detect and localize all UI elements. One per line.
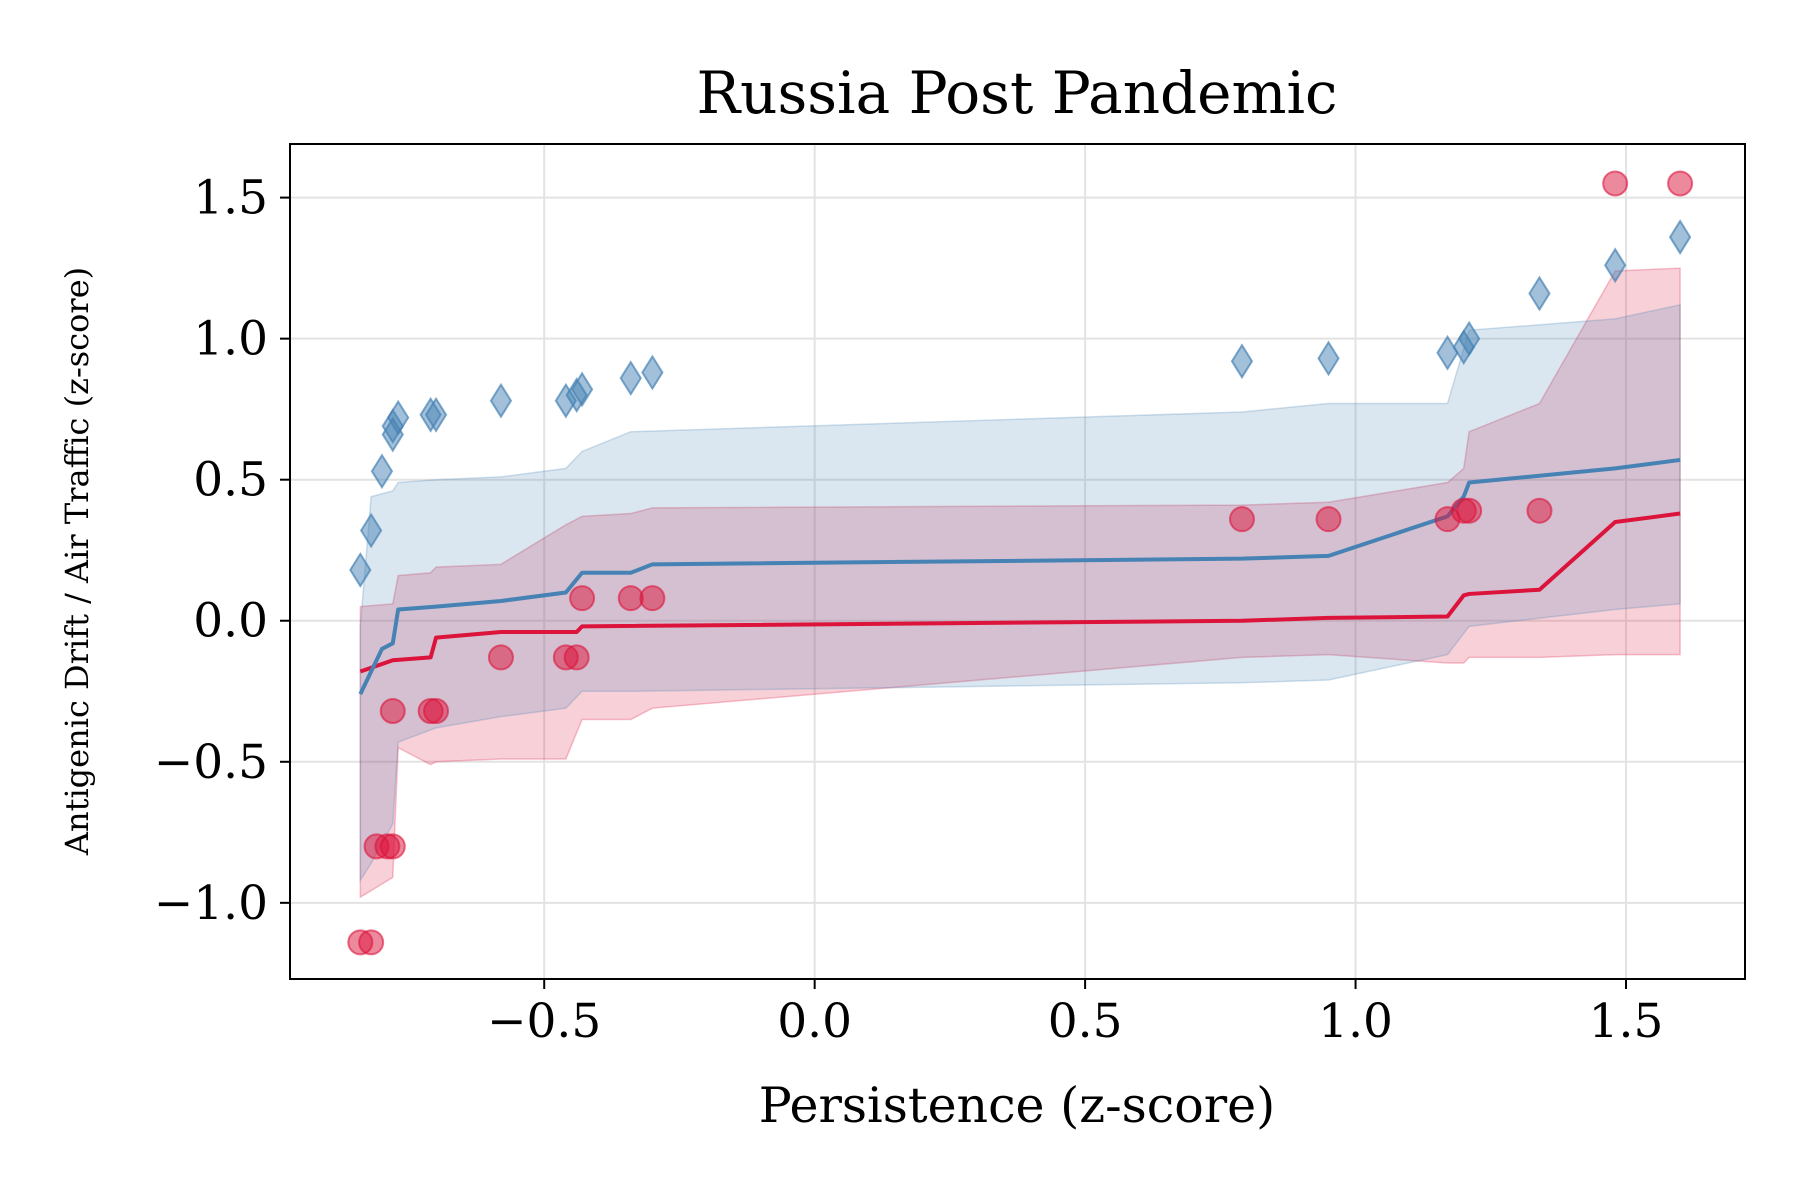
- diamond-point: [619, 360, 642, 397]
- diamond-point: [641, 354, 664, 391]
- y-tick-label: −0.5: [154, 735, 268, 790]
- circle-point: [379, 698, 406, 725]
- y-tick-label: 1.5: [193, 171, 268, 226]
- diamond-point: [386, 399, 410, 436]
- confidence-bands: [359, 267, 1681, 899]
- diamond-point: [1668, 219, 1692, 255]
- circle-point: [617, 585, 644, 612]
- diamond-point: [1230, 343, 1254, 380]
- diamond-point: [1604, 247, 1627, 284]
- diamond-point: [370, 453, 394, 490]
- circle-point: [379, 833, 406, 860]
- diamond-point: [1317, 340, 1340, 377]
- data-points: [347, 170, 1694, 956]
- x-tick-label: 0.5: [1048, 994, 1123, 1049]
- circle-point: [487, 644, 514, 671]
- diamond-point: [349, 552, 372, 588]
- circle-point: [1667, 170, 1694, 197]
- diamond-point: [570, 371, 594, 408]
- circle-point: [1602, 170, 1629, 197]
- circle-point: [639, 585, 666, 612]
- circle-point: [358, 929, 385, 956]
- x-axis-label: Persistence (z-score): [759, 1077, 1276, 1134]
- y-axis-label: Antigenic Drift / Air Traffic (z-score): [58, 267, 96, 856]
- diamond-point: [1528, 275, 1551, 312]
- x-tick-label: 1.0: [1318, 994, 1393, 1049]
- circle-point: [569, 585, 596, 612]
- trend-lines: [358, 457, 1681, 695]
- y-tick-label: 0.5: [193, 453, 268, 508]
- diamond-point: [1457, 320, 1481, 357]
- x-tick-label: 1.5: [1589, 994, 1664, 1049]
- x-tick-label: −0.5: [487, 994, 601, 1049]
- y-tick-label: −1.0: [154, 876, 268, 931]
- circle-point: [423, 698, 450, 725]
- circle-point: [1228, 506, 1255, 533]
- circle-point: [1315, 506, 1342, 533]
- diamond-point: [359, 512, 383, 549]
- circle-point: [1526, 497, 1553, 524]
- circle-point: [563, 644, 590, 671]
- circle-point: [1456, 497, 1483, 524]
- y-tick-label: 1.0: [193, 312, 268, 367]
- confidence-band: [359, 303, 1681, 883]
- trend-line: [359, 511, 1681, 674]
- diamond-point: [1436, 334, 1459, 371]
- y-tick-label: 0.0: [193, 594, 268, 649]
- x-tick-label: 0.0: [777, 994, 852, 1049]
- trend-line: [358, 457, 1681, 695]
- chart-title: Russia Post Pandemic: [696, 59, 1337, 127]
- axis-ticks: −0.5 0.0 0.5 1.0 1.5 −1.0 −0.5 0.0 0.5 1.0 1.5: [154, 171, 1664, 1049]
- diamond-point: [489, 382, 513, 419]
- plot-frame: [289, 143, 1746, 980]
- diamond-point: [424, 396, 448, 433]
- confidence-band: [359, 267, 1681, 899]
